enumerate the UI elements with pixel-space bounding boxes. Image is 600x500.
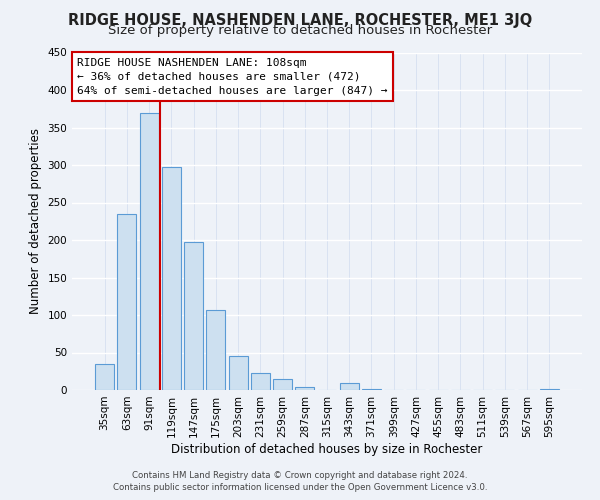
Bar [118, 214, 136, 390]
X-axis label: Distribution of detached houses by size in Rochester: Distribution of detached houses by size … [172, 442, 482, 456]
Bar [206, 310, 225, 390]
Bar [95, 364, 114, 390]
Bar [229, 356, 248, 390]
Y-axis label: Number of detached properties: Number of detached properties [29, 128, 42, 314]
Text: RIDGE HOUSE, NASHENDEN LANE, ROCHESTER, ME1 3JQ: RIDGE HOUSE, NASHENDEN LANE, ROCHESTER, … [68, 12, 532, 28]
Text: Contains HM Land Registry data © Crown copyright and database right 2024.
Contai: Contains HM Land Registry data © Crown c… [113, 471, 487, 492]
Bar [340, 382, 359, 390]
Bar [140, 112, 158, 390]
Bar [540, 388, 559, 390]
Bar [362, 389, 381, 390]
Bar [184, 242, 203, 390]
Text: RIDGE HOUSE NASHENDEN LANE: 108sqm
← 36% of detached houses are smaller (472)
64: RIDGE HOUSE NASHENDEN LANE: 108sqm ← 36%… [77, 58, 388, 96]
Bar [273, 379, 292, 390]
Bar [251, 373, 270, 390]
Bar [295, 387, 314, 390]
Bar [162, 166, 181, 390]
Text: Size of property relative to detached houses in Rochester: Size of property relative to detached ho… [108, 24, 492, 37]
